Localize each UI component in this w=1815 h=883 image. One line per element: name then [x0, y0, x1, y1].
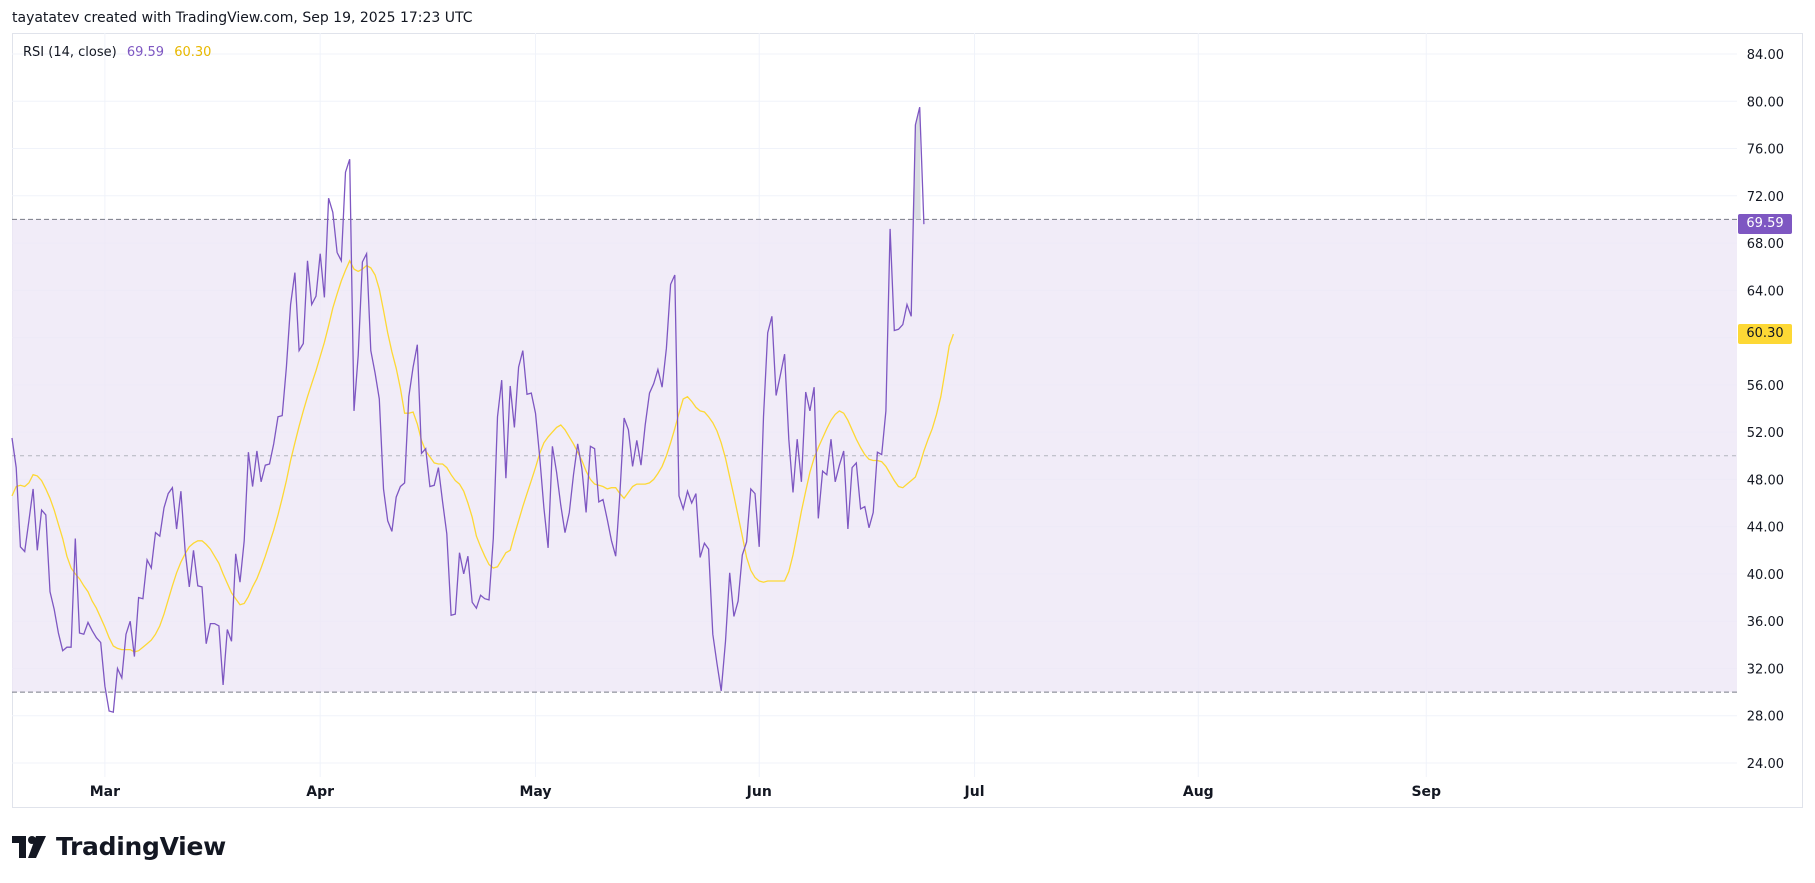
legend-ma-value: 60.30	[174, 45, 212, 60]
x-tick-label: Jul	[964, 784, 985, 800]
indicator-legend[interactable]: RSI (14, close) 69.59 60.30	[23, 45, 211, 60]
y-axis: 24.00 28.00 32.00 36.00 40.00 44.00 48.00 52.00…	[1747, 48, 1784, 772]
y-tick-label: 24.00	[1747, 757, 1784, 772]
x-tick-label: Jun	[746, 784, 772, 800]
y-tick-label: 32.00	[1747, 662, 1784, 677]
y-tick-label: 36.00	[1747, 615, 1784, 630]
chart-attribution: tayatatev created with TradingView.com, …	[12, 10, 473, 26]
x-tick-label: Sep	[1411, 784, 1441, 800]
x-tick-label: May	[519, 784, 551, 800]
x-tick-label: Aug	[1183, 784, 1214, 800]
ma-price-badge: 60.30	[1738, 324, 1792, 345]
brand-name: TradingView	[56, 832, 226, 861]
y-tick-label: 72.00	[1747, 190, 1784, 205]
series-line-rsi-ma[interactable]	[11, 259, 955, 653]
y-tick-label: 28.00	[1747, 710, 1784, 725]
x-tick-label: Mar	[90, 784, 120, 800]
y-tick-label: 76.00	[1747, 143, 1784, 158]
rsi-price-badge: 69.59	[1738, 214, 1792, 235]
legend-rsi-value: 69.59	[126, 45, 165, 60]
y-tick-label: 64.00	[1747, 284, 1784, 299]
legend-label: RSI (14, close)	[23, 45, 117, 60]
tradingview-logo[interactable]: TradingView	[12, 832, 226, 861]
y-tick-label: 56.00	[1747, 379, 1784, 394]
series-line-rsi[interactable]	[11, 107, 925, 714]
tradingview-logo-icon	[12, 835, 46, 858]
y-tick-label: 44.00	[1747, 521, 1784, 536]
y-tick-label: 52.00	[1747, 426, 1784, 441]
y-tick-label: 80.00	[1747, 95, 1784, 110]
x-axis: Mar Apr May Jun Jul Aug Sep	[90, 784, 1441, 800]
y-tick-label: 40.00	[1747, 568, 1784, 583]
y-tick-label: 84.00	[1747, 48, 1784, 63]
rsi-band-fill	[12, 219, 1737, 693]
y-tick-label: 68.00	[1747, 237, 1784, 252]
x-tick-label: Apr	[306, 784, 334, 800]
y-tick-label: 48.00	[1747, 473, 1784, 488]
